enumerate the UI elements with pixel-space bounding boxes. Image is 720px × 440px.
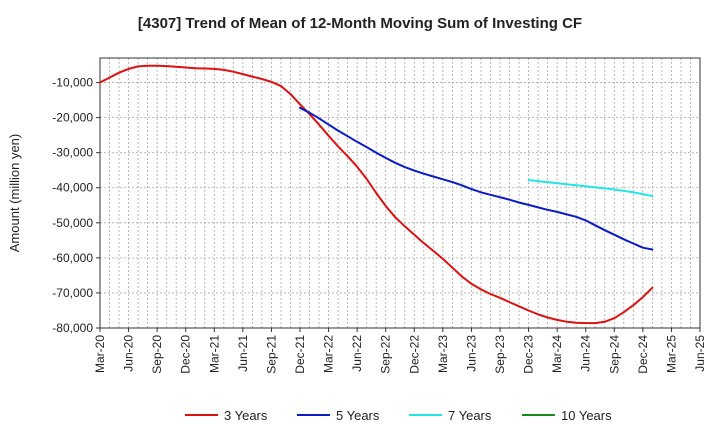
x-tick-label: Jun-20 <box>122 335 136 372</box>
chart-title: [4307] Trend of Mean of 12-Month Moving … <box>138 15 582 32</box>
y-tick-label: -30,000 <box>52 146 93 160</box>
x-tick-label: Jun-22 <box>350 335 364 372</box>
plot-area-frame <box>99 57 701 329</box>
series-lines <box>99 64 654 325</box>
x-tick-label: Mar-25 <box>664 335 678 373</box>
x-tick-label: Mar-24 <box>550 335 564 373</box>
legend-label: 10 Years <box>561 408 612 423</box>
y-tick-label: -40,000 <box>52 181 93 195</box>
x-tick-label: Mar-20 <box>93 335 107 373</box>
x-tick-label: Sep-20 <box>150 335 164 374</box>
y-axis-label: Amount (million yen) <box>7 134 22 253</box>
x-tick-label: Mar-22 <box>322 335 336 373</box>
x-tick-label: Dec-23 <box>522 335 536 374</box>
x-tick-label: Jun-25 <box>693 335 707 372</box>
legend: 3 Years 5 Years 7 Years 10 Years <box>185 408 612 423</box>
x-tick-label: Mar-23 <box>436 335 450 373</box>
x-axis-ticks: Mar-20 Jun-20 Sep-20 Dec-20 Mar-21 Jun-21 Sep-… <box>93 328 707 374</box>
x-tick-label: Jun-23 <box>464 335 478 372</box>
series-line-3-years <box>99 64 654 325</box>
legend-label: 7 Years <box>448 408 492 423</box>
x-tick-label: Dec-24 <box>636 335 650 374</box>
x-tick-label: Jun-24 <box>579 335 593 372</box>
x-tick-label: Mar-21 <box>207 335 221 373</box>
x-tick-label: Sep-23 <box>493 335 507 374</box>
x-tick-label: Sep-21 <box>264 335 278 374</box>
legend-label: 3 Years <box>224 408 268 423</box>
grid <box>99 58 701 329</box>
x-tick-label: Sep-22 <box>379 335 393 374</box>
y-tick-label: -60,000 <box>52 251 93 265</box>
y-tick-label: -10,000 <box>52 76 93 90</box>
x-tick-label: Dec-20 <box>179 335 193 374</box>
x-tick-label: Jun-21 <box>236 335 250 372</box>
y-tick-label: -70,000 <box>52 286 93 300</box>
x-tick-label: Dec-21 <box>293 335 307 374</box>
y-tick-label: -50,000 <box>52 216 93 230</box>
y-tick-label: -80,000 <box>52 321 93 335</box>
series-line-5-years <box>299 106 654 251</box>
series-line-7-years <box>527 179 654 198</box>
legend-label: 5 Years <box>336 408 380 423</box>
y-axis-ticks: -10,000 -20,000 -30,000 -40,000 -50,000 -60,0… <box>52 76 100 335</box>
x-tick-label: Sep-24 <box>607 335 621 374</box>
x-tick-label: Dec-22 <box>407 335 421 374</box>
y-tick-label: -20,000 <box>52 111 93 125</box>
